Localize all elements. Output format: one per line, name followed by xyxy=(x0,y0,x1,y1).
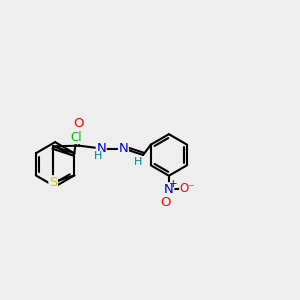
Text: N: N xyxy=(118,142,128,155)
Text: O⁻: O⁻ xyxy=(180,182,195,195)
Text: N: N xyxy=(96,142,106,155)
Text: Cl: Cl xyxy=(70,130,82,144)
Text: O: O xyxy=(160,196,171,209)
Text: H: H xyxy=(94,152,103,161)
Text: +: + xyxy=(169,179,178,189)
Text: O: O xyxy=(74,117,84,130)
Text: N: N xyxy=(164,183,174,196)
Text: S: S xyxy=(49,176,57,189)
Text: H: H xyxy=(134,157,142,167)
